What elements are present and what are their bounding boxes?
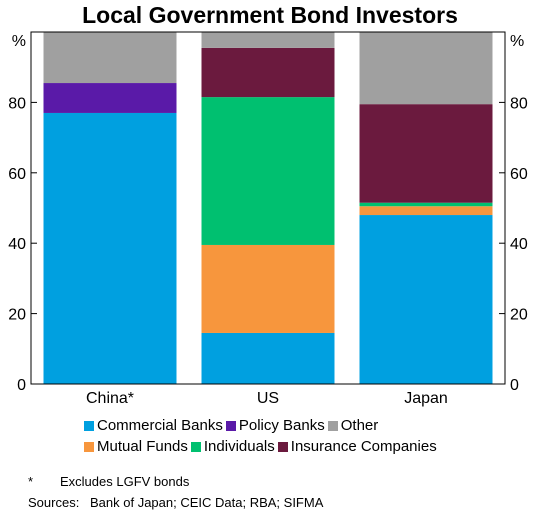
- chart-notes: * Excludes LGFV bonds Sources: Bank of Jap…: [28, 471, 323, 513]
- legend-label: Individuals: [203, 438, 275, 455]
- bar-individuals-2: [359, 202, 493, 207]
- legend-label: Other: [340, 417, 379, 434]
- legend-row: Mutual Funds Individuals Insurance Compani…: [84, 436, 440, 457]
- bar-commercial-banks-1: [201, 332, 335, 384]
- legend-label: Commercial Banks: [97, 417, 223, 434]
- legend-swatch: [327, 420, 338, 431]
- bar-other-1: [201, 32, 335, 48]
- bar-mutual-funds-1: [201, 244, 335, 333]
- y-axis-unit-left: %: [12, 33, 26, 50]
- bar-insurance-companies-1: [201, 47, 335, 98]
- bar-commercial-banks-2: [359, 215, 493, 384]
- legend-swatch: [277, 441, 288, 452]
- legend-swatch: [84, 420, 94, 431]
- y-tick-label-left: 0: [17, 377, 26, 394]
- bar-other-2: [359, 32, 493, 105]
- chart-legend: Commercial Banks Policy Banks Other Mutual …: [84, 415, 440, 457]
- bar-commercial-banks-0: [43, 112, 177, 385]
- y-tick-label-left: 40: [8, 236, 26, 253]
- footnote-text: Excludes LGFV bonds: [60, 474, 190, 489]
- chart-plot: China* US Japan 0 0 20 20 40 40 60 60 80 80%%: [8, 31, 528, 407]
- y-tick-label-right: 20: [510, 307, 528, 324]
- y-axis-unit-right: %: [510, 33, 524, 50]
- y-tick-label-right: 60: [510, 166, 528, 183]
- legend-item: Policy Banks: [225, 417, 325, 434]
- sources-text: Bank of Japan; CEIC Data; RBA; SIFMA: [90, 495, 324, 510]
- y-tick-label-left: 20: [8, 307, 26, 324]
- y-tick-label-right: 0: [510, 377, 519, 394]
- footnote: * Excludes LGFV bonds: [28, 471, 323, 492]
- legend-swatch: [225, 420, 236, 431]
- footnote-mark: *: [28, 474, 34, 489]
- legend-item: Commercial Banks: [84, 417, 223, 434]
- legend-swatch: [84, 441, 94, 452]
- x-tick-label: China*: [86, 390, 134, 407]
- x-tick-label: US: [257, 390, 279, 407]
- legend-row: Commercial Banks Policy Banks Other: [84, 415, 440, 436]
- legend-label: Policy Banks: [238, 417, 325, 434]
- chart-title: Local Government Bond Investors: [82, 2, 458, 28]
- legend-item: Insurance Companies: [277, 438, 437, 455]
- y-tick-label-left: 80: [8, 95, 26, 112]
- y-tick-label-right: 80: [510, 95, 528, 112]
- bar-insurance-companies-2: [359, 104, 493, 203]
- bar-individuals-1: [201, 97, 335, 245]
- legend-label: Insurance Companies: [290, 438, 437, 455]
- bar-mutual-funds-2: [359, 206, 493, 216]
- x-tick-label: Japan: [404, 390, 448, 407]
- y-tick-label-right: 40: [510, 236, 528, 253]
- legend-swatch: [190, 441, 201, 452]
- sources: Sources: Bank of Japan; CEIC Data; RBA; S…: [28, 492, 323, 513]
- legend-item: Individuals: [190, 438, 275, 455]
- y-tick-label-left: 60: [8, 166, 26, 183]
- legend-label: Mutual Funds: [97, 438, 188, 455]
- legend-item: Mutual Funds: [84, 438, 188, 455]
- bar-other-0: [43, 32, 177, 84]
- sources-label: Sources:: [28, 495, 80, 510]
- bar-policy-banks-0: [43, 83, 177, 113]
- plot-frame: [30, 31, 506, 385]
- legend-item: Other: [327, 417, 379, 434]
